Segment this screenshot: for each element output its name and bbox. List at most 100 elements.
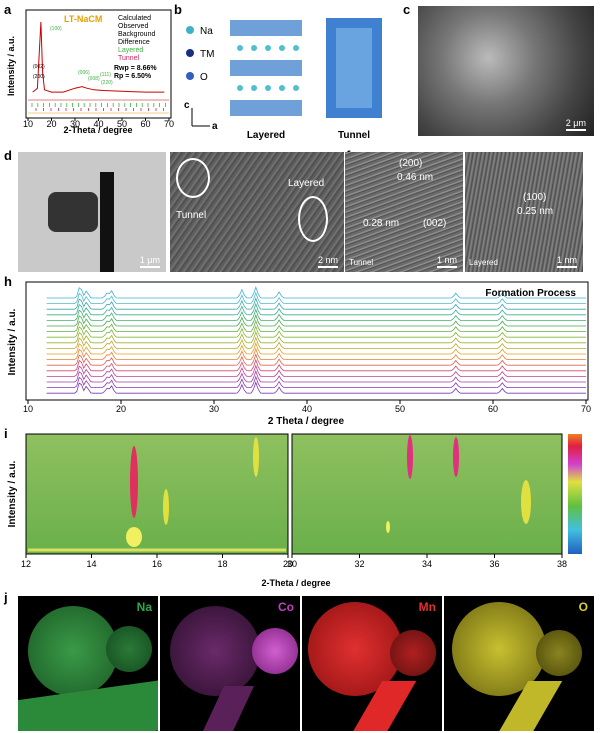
axis-c-label: c xyxy=(184,100,190,111)
scale-text-e: 2 nm xyxy=(317,255,338,265)
hrtem-image-g: (100) 0.25 nm Layered 1 nm xyxy=(465,152,583,272)
x-tick-label: 20 xyxy=(46,119,56,129)
formation-pattern-line xyxy=(46,330,586,344)
formation-pattern-line xyxy=(46,308,586,321)
panel-b-crystal-structures: Na TM O c a Layered Tunnel xyxy=(184,18,382,141)
peak-label: (006) xyxy=(78,70,90,76)
legend-calculated: Calculated xyxy=(118,15,151,22)
x-tick-label: 16 xyxy=(152,559,162,569)
x-tick-label: 70 xyxy=(164,119,174,129)
g-label-025: 0.25 nm xyxy=(517,206,554,217)
layered-caption: Layered xyxy=(247,130,285,141)
g-label-100: (100) xyxy=(523,192,547,203)
formation-pattern-line xyxy=(46,285,586,299)
layered-label-e: Layered xyxy=(288,178,325,189)
rwp-value: Rwp = 8.66% xyxy=(114,65,157,72)
legend-observed: Observed xyxy=(118,23,148,30)
eds-label-na: Na xyxy=(136,600,152,614)
formation-pattern-line xyxy=(46,364,586,377)
eds-map-mn: Mn xyxy=(302,596,442,731)
legend-tunnel: Tunnel xyxy=(118,55,140,62)
x-tick-label: 60 xyxy=(488,404,498,414)
right-heatmap-features xyxy=(386,435,531,533)
x-tick-label: 10 xyxy=(23,119,33,129)
scale-text-d: 1 μm xyxy=(139,255,160,265)
x-tick-label: 36 xyxy=(489,559,499,569)
scale-text-g: 1 nm xyxy=(556,255,577,265)
panel-h-xlabel: 2 Theta / degree xyxy=(268,416,345,427)
eds-map-na: Na xyxy=(18,596,158,731)
scale-bar-d: 1 μm xyxy=(139,255,160,268)
f-label-tunnel: Tunnel xyxy=(349,258,374,267)
panel-a-title: LT-NaCM xyxy=(64,14,102,24)
formation-pattern-line xyxy=(46,297,586,310)
x-tick-label: 60 xyxy=(140,119,150,129)
legend-na: Na xyxy=(200,26,213,37)
sem-image-c: 2 μm xyxy=(418,6,594,136)
scale-bar-g: 1 nm xyxy=(556,255,577,268)
panel-h-formation-process: 10 20 30 40 50 60 70 Formation Process 2 Theta… xyxy=(7,281,591,427)
panel-label-i: i xyxy=(4,426,8,441)
hrtem-image-e: Tunnel Layered 2 nm xyxy=(170,152,344,272)
panel-label-h: h xyxy=(4,274,12,289)
eds-map-co: Co xyxy=(160,596,300,731)
panel-label-a: a xyxy=(4,2,12,17)
panel-i-xlabel: 2-Theta / degree xyxy=(261,578,330,588)
x-tick-label: 40 xyxy=(302,404,312,414)
formation-pattern-line xyxy=(46,319,586,333)
peak-label: (008) xyxy=(88,76,100,82)
formation-pattern-line xyxy=(46,353,586,366)
legend-tm: TM xyxy=(200,49,214,60)
x-tick-label: 30 xyxy=(209,404,219,414)
eds-label-co: Co xyxy=(278,600,294,614)
peak-label: (111) xyxy=(100,72,111,78)
peak-label: (220) xyxy=(101,80,113,86)
formation-pattern-line xyxy=(46,325,586,338)
formation-pattern-line xyxy=(46,313,586,327)
panel-i-ylabel: Intensity / a.u. xyxy=(7,460,18,527)
colorbar xyxy=(568,434,582,554)
x-tick-label: 30 xyxy=(70,119,80,129)
legend-background: Background xyxy=(118,31,155,38)
x-tick-label: 32 xyxy=(354,559,364,569)
formation-pattern-line xyxy=(46,302,586,316)
panel-h-title: Formation Process xyxy=(485,288,576,299)
left-heatmap-features xyxy=(28,437,286,552)
x-tick-label: 12 xyxy=(21,559,31,569)
panel-i-heatmap: 12 14 16 18 20 30 32 34 36 38 2-Theta / degree I… xyxy=(7,433,582,588)
x-tick-label: 50 xyxy=(395,404,405,414)
peak-label: (002) xyxy=(33,64,45,70)
formation-pattern-line xyxy=(46,291,586,305)
x-tick-label: 14 xyxy=(86,559,96,569)
rp-value: Rp = 6.50% xyxy=(114,73,152,80)
legend-layered: Layered xyxy=(118,47,143,54)
x-tick-label: 34 xyxy=(422,559,432,569)
x-tick-label: 50 xyxy=(117,119,127,129)
tunnel-label-e: Tunnel xyxy=(176,210,207,221)
formation-pattern-line xyxy=(46,336,586,349)
formation-pattern-line xyxy=(46,347,586,361)
scale-bar-f: 1 nm xyxy=(436,255,457,268)
panel-a-xrd-refinement: 10 20 30 40 50 60 70 2-Theta / degree Intensit… xyxy=(6,9,174,135)
observed-curve xyxy=(32,21,165,93)
x-tick-label: 70 xyxy=(581,404,591,414)
peak-label: (100) xyxy=(50,26,62,32)
hrtem-image-f: (200) 0.46 nm 0.28 nm (002) Tunnel 1 nm xyxy=(345,152,463,272)
scale-bar-e: 2 nm xyxy=(317,255,338,268)
formation-pattern-line xyxy=(46,381,586,394)
x-tick-label: 38 xyxy=(557,559,567,569)
scale-text-f: 1 nm xyxy=(436,255,457,265)
formation-pattern-line xyxy=(46,375,586,389)
tem-image-d: 1 μm xyxy=(18,152,166,272)
eds-label-o: O xyxy=(578,600,588,614)
formation-pattern-line xyxy=(46,358,586,372)
legend-difference: Difference xyxy=(118,39,150,46)
eds-map-o: O xyxy=(444,596,594,731)
panel-label-d: d xyxy=(4,148,12,163)
eds-label-mn: Mn xyxy=(418,600,436,614)
panel-label-j: j xyxy=(4,590,8,605)
x-tick-label: 20 xyxy=(116,404,126,414)
f-label-002: (002) xyxy=(423,218,447,229)
x-tick-label: 30 xyxy=(287,559,297,569)
f-label-046: 0.46 nm xyxy=(397,172,434,183)
